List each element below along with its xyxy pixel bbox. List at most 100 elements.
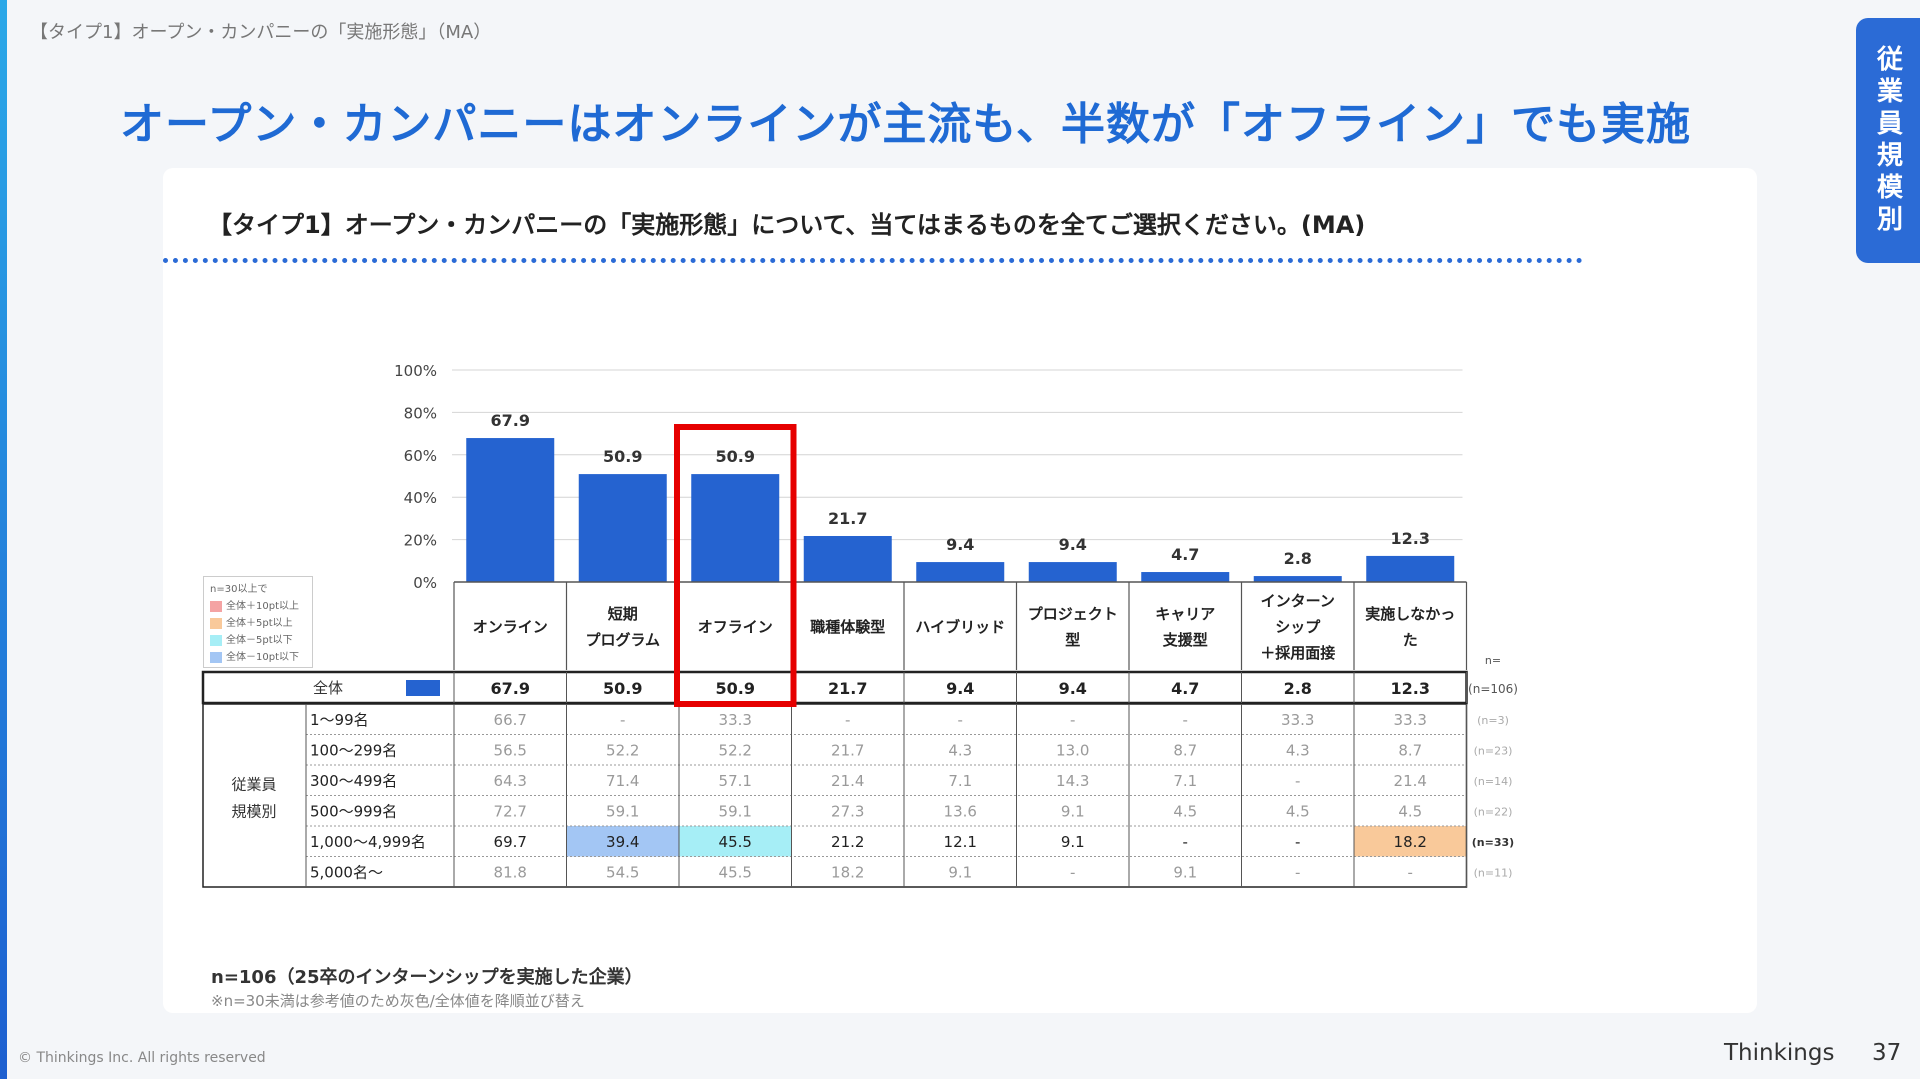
row-value: 59.1: [719, 803, 752, 821]
total-row-label: 全体: [313, 679, 343, 697]
row-value: 71.4: [606, 772, 639, 790]
bar: [1028, 562, 1117, 582]
row-label: 1,000〜4,999名: [310, 833, 426, 851]
row-value: 13.6: [944, 803, 977, 821]
bar: [1253, 576, 1342, 582]
row-value: 45.5: [719, 833, 752, 851]
row-value: 57.1: [719, 772, 752, 790]
category-label: 短期: [608, 605, 638, 623]
breadcrumb: 【タイプ1】オープン・カンパニーの「実施形態」（MA）: [30, 22, 492, 43]
row-value: 4.5: [1398, 803, 1422, 821]
reference-note: ※n=30未満は参考値のため灰色/全体値を降順並び替え: [211, 992, 585, 1010]
row-n: (n=23): [1474, 745, 1513, 758]
row-value: -: [1408, 864, 1413, 882]
row-value: 52.2: [719, 742, 752, 760]
row-value: 69.7: [494, 833, 527, 851]
row-value: 9.1: [1061, 803, 1085, 821]
row-value: -: [1295, 772, 1300, 790]
dotted-divider: [163, 258, 1583, 263]
total-n: (n=106): [1468, 682, 1518, 696]
row-value: 4.3: [948, 742, 972, 760]
data-label: 4.7: [1171, 545, 1199, 564]
bar: [1141, 572, 1230, 582]
row-value: -: [1070, 711, 1075, 729]
row-label: 100〜299名: [310, 742, 397, 760]
total-value: 50.9: [716, 679, 755, 698]
row-value: 18.2: [831, 864, 864, 882]
row-value: -: [1070, 864, 1075, 882]
legend-item: 全体＋10pt以上: [210, 598, 306, 615]
group-label: 従業員: [231, 776, 276, 794]
bar: [466, 438, 555, 582]
row-value: 45.5: [719, 864, 752, 882]
legend-swatch: [210, 634, 222, 646]
data-label: 50.9: [716, 447, 755, 466]
legend-swatch: [210, 600, 222, 612]
row-value: 56.5: [494, 742, 527, 760]
side-tab-label: 従業員規模別: [1872, 44, 1903, 237]
row-value: 21.7: [831, 742, 864, 760]
total-value: 50.9: [603, 679, 642, 698]
category-label: プロジェクト: [1028, 605, 1118, 623]
category-label: インターン: [1261, 592, 1335, 610]
category-label: 職種体験型: [810, 618, 885, 636]
y-tick-label: 0%: [413, 574, 437, 592]
row-value: 72.7: [494, 803, 527, 821]
row-value: -: [958, 711, 963, 729]
data-label: 21.7: [828, 509, 867, 528]
row-value: 13.0: [1056, 742, 1089, 760]
row-value: 14.3: [1056, 772, 1089, 790]
row-value: 66.7: [494, 711, 527, 729]
legend: n=30以上で 全体＋10pt以上 全体＋5pt以上 全体－5pt以下 全体－1…: [203, 576, 313, 668]
bar: [578, 474, 667, 582]
row-label: 5,000名〜: [310, 864, 383, 882]
total-value: 4.7: [1171, 679, 1199, 698]
n-header: n=: [1485, 654, 1501, 667]
legend-label: 全体－5pt以下: [226, 635, 293, 646]
data-label: 9.4: [1059, 535, 1087, 554]
brand-name: Thinkings: [1724, 1040, 1835, 1066]
row-value: 21.2: [831, 833, 864, 851]
row-value: -: [1295, 864, 1300, 882]
row-value: 9.1: [1173, 864, 1197, 882]
side-tab-employee-size[interactable]: 従業員規模別: [1856, 18, 1920, 263]
row-value: 7.1: [1173, 772, 1197, 790]
row-value: 7.1: [948, 772, 972, 790]
category-label: 型: [1065, 631, 1080, 649]
row-value: -: [1183, 833, 1188, 851]
bar: [916, 562, 1005, 582]
total-value: 9.4: [1059, 679, 1087, 698]
row-value: 8.7: [1173, 742, 1197, 760]
row-value: 21.4: [831, 772, 864, 790]
y-tick-label: 80%: [404, 404, 437, 422]
legend-item: 全体＋5pt以上: [210, 615, 306, 632]
bar: [803, 535, 892, 582]
category-label: プログラム: [585, 631, 660, 649]
row-value: 9.1: [948, 864, 972, 882]
data-label: 9.4: [946, 535, 974, 554]
row-label: 1〜99名: [310, 711, 369, 729]
row-value: 33.3: [1394, 711, 1427, 729]
content-card: [163, 168, 1757, 1013]
row-n: (n=14): [1474, 775, 1513, 788]
legend-label: 全体－10pt以下: [226, 652, 299, 663]
category-label: 支援型: [1162, 631, 1208, 649]
page-title: オープン・カンパニーはオンラインが主流も、半数が「オフライン」でも実施: [120, 99, 1692, 150]
row-value: 64.3: [494, 772, 527, 790]
row-value: 27.3: [831, 803, 864, 821]
row-value: 33.3: [719, 711, 752, 729]
legend-label: 全体＋5pt以上: [226, 618, 293, 629]
row-value: 81.8: [494, 864, 527, 882]
row-value: 21.4: [1394, 772, 1427, 790]
y-tick-label: 40%: [404, 489, 437, 507]
row-value: 8.7: [1398, 742, 1422, 760]
total-value: 2.8: [1284, 679, 1312, 698]
data-label: 12.3: [1391, 529, 1430, 548]
legend-item: 全体－5pt以下: [210, 632, 306, 649]
row-n: (n=33): [1472, 836, 1514, 849]
bar: [691, 474, 780, 582]
highlight-cell: [679, 826, 792, 857]
accent-bar: [0, 0, 7, 1079]
category-label: シップ: [1275, 618, 1321, 636]
